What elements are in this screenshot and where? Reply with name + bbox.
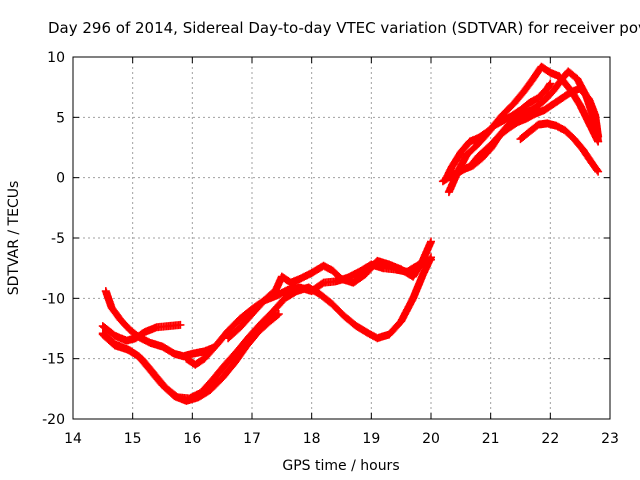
data-point-markers xyxy=(98,320,185,345)
y-tick-label: 0 xyxy=(56,171,65,187)
series-arc-d xyxy=(98,253,435,403)
axis-ticks: 14 15 16 17 18 19 20 21 22 23 -20 -15 -10 -5 0 5 10 xyxy=(42,50,619,447)
x-tick-label: 20 xyxy=(422,431,440,447)
data-point-markers xyxy=(438,84,603,186)
x-tick-label: 15 xyxy=(124,431,142,447)
series-arc-f xyxy=(224,237,435,343)
y-tick-label: 10 xyxy=(47,50,65,66)
series-arc-a xyxy=(101,287,218,361)
data-point-markers xyxy=(101,287,218,361)
series-arc-j xyxy=(438,84,603,186)
x-tick-label: 14 xyxy=(64,431,82,447)
y-tick-label: 5 xyxy=(56,110,65,126)
x-tick-label: 21 xyxy=(482,431,500,447)
series-arc-b xyxy=(98,320,185,345)
x-axis-label: GPS time / hours xyxy=(282,458,399,474)
y-tick-label: -10 xyxy=(42,291,65,307)
y-tick-label: -20 xyxy=(42,412,65,428)
y-tick-label: -15 xyxy=(42,352,65,368)
x-tick-label: 16 xyxy=(183,431,201,447)
data-point-markers xyxy=(516,119,603,176)
x-tick-label: 17 xyxy=(243,431,261,447)
series-arc-k xyxy=(516,119,603,176)
data-point-markers xyxy=(98,253,435,403)
x-tick-label: 23 xyxy=(601,431,619,447)
x-tick-label: 22 xyxy=(541,431,559,447)
chart-title: Day 296 of 2014, Sidereal Day-to-day VTE… xyxy=(48,19,640,37)
x-tick-label: 19 xyxy=(362,431,380,447)
y-axis-label: SDTVAR / TECUs xyxy=(6,181,22,296)
data-layer xyxy=(98,62,603,405)
x-tick-label: 18 xyxy=(303,431,321,447)
data-point-markers xyxy=(224,237,435,343)
y-tick-label: -5 xyxy=(51,231,65,247)
